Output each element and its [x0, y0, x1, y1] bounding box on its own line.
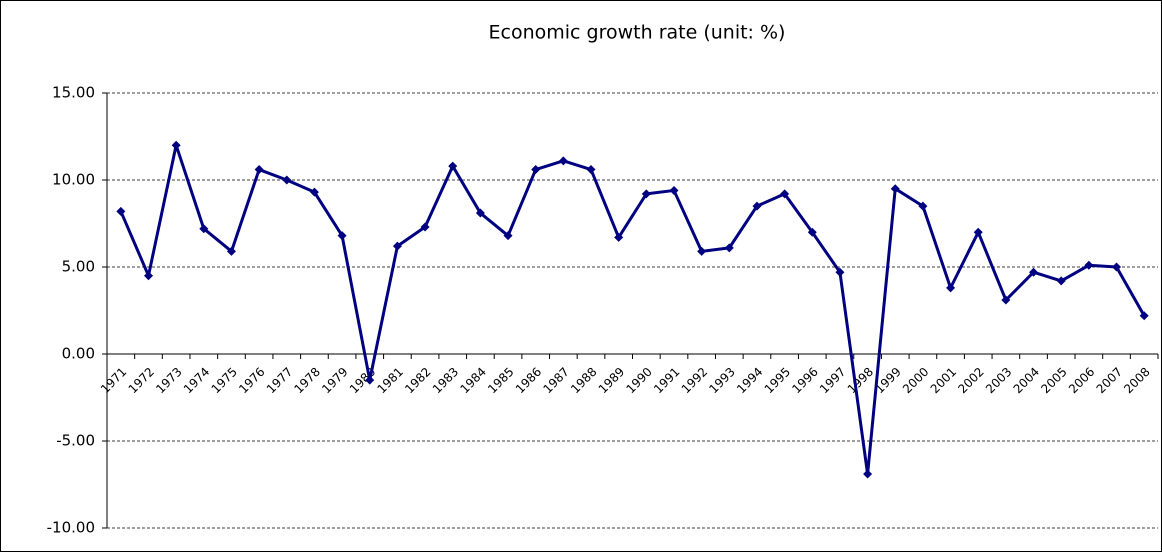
- marker: [780, 189, 790, 199]
- marker: [226, 246, 236, 256]
- marker: [337, 231, 347, 241]
- marker: [807, 227, 817, 237]
- marker: [586, 165, 596, 175]
- marker: [863, 469, 873, 479]
- marker: [531, 165, 541, 175]
- chart-title: Economic growth rate (unit: %): [489, 22, 786, 44]
- marker: [365, 375, 375, 385]
- marker: [973, 227, 983, 237]
- marker: [1139, 311, 1149, 321]
- marker: [1056, 276, 1066, 286]
- marker: [835, 267, 845, 277]
- marker: [641, 189, 651, 199]
- marker: [475, 208, 485, 218]
- marker: [171, 140, 181, 150]
- y-tick-label: 15.00: [52, 84, 95, 102]
- marker: [890, 184, 900, 194]
- y-tick-label: -5.00: [56, 432, 95, 450]
- marker: [752, 201, 762, 211]
- marker: [116, 206, 126, 216]
- marker: [946, 283, 956, 293]
- marker: [697, 246, 707, 256]
- y-tick-label: 0.00: [62, 345, 95, 363]
- marker: [669, 185, 679, 195]
- marker: [1001, 295, 1011, 305]
- y-tick-label: 5.00: [62, 258, 95, 276]
- y-tick-label: 10.00: [52, 171, 95, 189]
- marker: [614, 232, 624, 242]
- marker: [1029, 267, 1039, 277]
- marker: [392, 241, 402, 251]
- marker: [1084, 260, 1094, 270]
- marker: [254, 165, 264, 175]
- marker: [199, 224, 209, 234]
- marker: [1112, 262, 1122, 272]
- marker: [309, 187, 319, 197]
- marker: [420, 222, 430, 232]
- marker: [558, 156, 568, 166]
- marker: [282, 175, 292, 185]
- marker: [143, 271, 153, 281]
- y-tick-label: -10.00: [47, 519, 95, 537]
- marker: [724, 243, 734, 253]
- line: [119, 143, 1146, 476]
- marker: [918, 201, 928, 211]
- marker: [503, 231, 513, 241]
- marker: [448, 161, 458, 171]
